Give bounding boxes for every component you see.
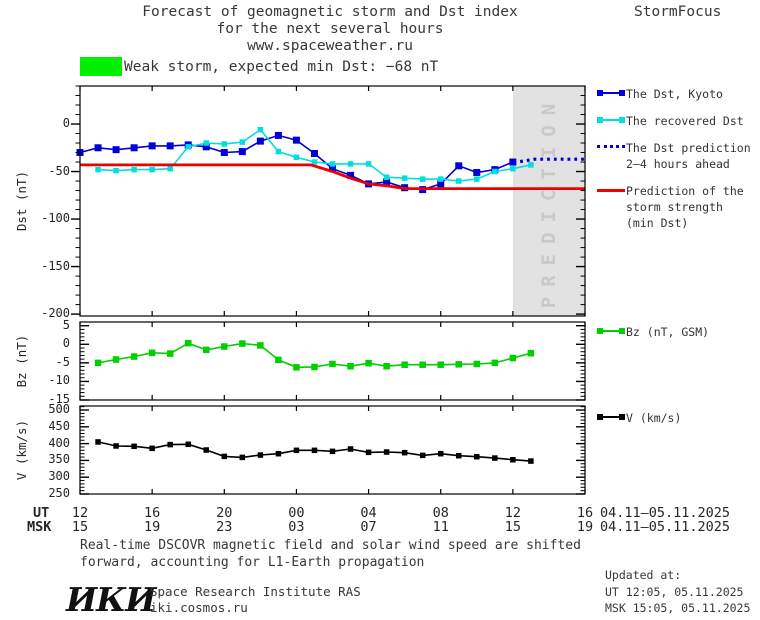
brand-stormfocus: StormFocus xyxy=(634,4,722,20)
institute-name: Space Research Institute RAS xyxy=(150,584,361,599)
tick-label: -200 xyxy=(41,306,70,321)
storm-level-swatch xyxy=(80,57,122,76)
tick-label: 12 xyxy=(504,505,521,521)
tick-label: 03 xyxy=(288,519,305,535)
ut-axis-prefix: UT xyxy=(33,505,50,521)
page-title-line1: Forecast of geomagnetic storm and Dst in… xyxy=(142,4,518,20)
tick-label: 15 xyxy=(504,519,521,535)
footer-note-line2: forward, accounting for L1-Earth propaga… xyxy=(80,555,425,570)
legend-label-prediction-1: The Dst prediction xyxy=(626,141,751,155)
legend-line-storm-strength xyxy=(597,189,625,192)
tick-label: -150 xyxy=(41,258,70,273)
legend-label-bz: Bz (nT, GSM) xyxy=(626,325,710,339)
legend-label-storm-3: (min Dst) xyxy=(626,216,689,230)
tick-label: 23 xyxy=(216,519,233,535)
tick-label: 250 xyxy=(48,486,70,500)
tick-label: 04 xyxy=(360,505,377,521)
legend-label-recovered: The recovered Dst xyxy=(626,114,744,128)
tick-label: 350 xyxy=(48,452,70,467)
dst-axis-title: Dst (nT) xyxy=(14,170,29,232)
tick-label: 12 xyxy=(71,505,89,521)
institute-site: iki.cosmos.ru xyxy=(150,600,248,615)
tick-label: 08 xyxy=(432,505,449,521)
legend-label-v: V (km/s) xyxy=(626,411,682,425)
tick-label: 11 xyxy=(432,519,449,535)
tick-label: 00 xyxy=(288,505,305,521)
legend-line-prediction xyxy=(597,145,625,148)
legend-label-dst-kyoto: The Dst, Kyoto xyxy=(626,87,723,101)
updated-ut: UT 12:05, 05.11.2025 xyxy=(605,585,744,599)
ut-date-range: 04.11–05.11.2025 xyxy=(600,505,731,521)
tick-label: 16 xyxy=(144,505,161,521)
prediction-band-label: PREDICTION xyxy=(538,93,560,309)
footer-note-line1: Real-time DSCOVR magnetic field and sola… xyxy=(80,538,581,553)
v-axis-title: V (km/s) xyxy=(14,419,29,481)
tick-label: -15 xyxy=(48,392,70,406)
tick-label: 15 xyxy=(71,519,89,535)
tick-label: -50 xyxy=(48,163,70,178)
storm-banner-label: Weak storm, expected min Dst: −68 nT xyxy=(124,59,439,75)
updated-msk: MSK 15:05, 05.11.2025 xyxy=(605,601,751,615)
tick-label: 07 xyxy=(360,519,377,535)
page-title-line2: for the next several hours xyxy=(216,21,444,37)
tick-label: 0 xyxy=(62,116,70,131)
msk-date-range: 04.11–05.11.2025 xyxy=(600,519,731,535)
tick-label: 500 xyxy=(48,402,70,417)
tick-label: 19 xyxy=(576,519,594,535)
updated-at-label: Updated at: xyxy=(605,568,682,582)
tick-label: 450 xyxy=(48,418,70,433)
iki-logo: ИКИ xyxy=(66,580,156,619)
tick-label: 400 xyxy=(48,435,70,450)
site-url: www.spaceweather.ru xyxy=(247,38,413,54)
legend-line-bz xyxy=(597,328,625,334)
legend-label-prediction-2: 2–4 hours ahead xyxy=(626,157,730,171)
tick-label: 20 xyxy=(216,505,233,521)
legend-line-recovered xyxy=(597,117,625,123)
tick-label: -100 xyxy=(41,211,70,226)
tick-label: 300 xyxy=(48,469,70,484)
tick-label: 5 xyxy=(62,317,70,332)
tick-label: 0 xyxy=(62,336,70,351)
tick-label: 16 xyxy=(576,505,594,521)
legend-label-storm-1: Prediction of the xyxy=(626,184,744,198)
tick-label: -10 xyxy=(48,373,70,388)
tick-label: 19 xyxy=(144,519,161,535)
legend-line-dst-kyoto xyxy=(597,90,625,96)
msk-axis-prefix: MSK xyxy=(27,519,52,535)
legend-line-v xyxy=(597,414,625,420)
tick-label: -5 xyxy=(55,354,70,369)
legend-label-storm-2: storm strength xyxy=(626,200,723,214)
